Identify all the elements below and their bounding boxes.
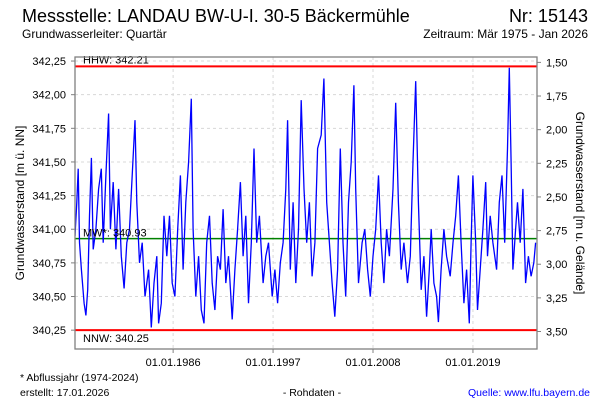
x-tick-label: 01.01.2008	[345, 357, 400, 369]
reference-labels: HHW: 342.21 MW*: 340.93 NNW: 340.25	[83, 54, 149, 345]
y-tick-label: 340,50	[32, 292, 66, 304]
y-tick-label: 342,25	[32, 56, 66, 68]
y-right-tick-label: 3,50	[546, 327, 567, 339]
y-tick-label: 341,25	[32, 191, 66, 203]
reference-label: HHW: 342.21	[83, 54, 149, 66]
series-line	[75, 67, 537, 328]
period-label: Zeitraum: Mär 1975 - Jan 2026	[423, 27, 588, 41]
x-tick-label: 01.01.2019	[445, 357, 500, 369]
x-tick-label: 01.01.1986	[146, 357, 201, 369]
reference-label: MW*: 340.93	[83, 228, 147, 240]
chart-title: Messstelle: LANDAU BW-U-I. 30-5 Bäckermü…	[22, 6, 410, 26]
y-tick-label: 342,00	[32, 90, 66, 102]
grid	[75, 57, 537, 349]
y-right-tick-label: 2,50	[546, 192, 567, 204]
y-tick-label: 341,00	[32, 224, 66, 236]
y-axis-right-label: Grundwasserstand [m u. Gelände]	[573, 112, 587, 295]
y-right-tick-label: 1,50	[546, 57, 567, 69]
y-right-tick-label: 2,00	[546, 125, 567, 137]
y-right-tick-label: 3,00	[546, 259, 567, 271]
x-tick-label: 01.01.1997	[246, 357, 301, 369]
y-tick-label: 341,50	[32, 157, 66, 169]
created-date: erstellt: 17.01.2026	[20, 387, 109, 399]
y-right-tick-label: 2,25	[546, 158, 567, 170]
aquifer-label: Grundwasserleiter: Quartär	[22, 27, 167, 41]
footnote: * Abflussjahr (1974-2024)	[20, 372, 139, 384]
reference-label: NNW: 340.25	[83, 333, 149, 345]
y-right-tick-label: 1,75	[546, 91, 567, 103]
axis-ticks: 342,25 342,00 341,75 341,50 341,25 341,00 340,…	[32, 56, 567, 369]
y-axis-label: Grundwasserstand [m ü. NN]	[13, 126, 27, 281]
y-tick-label: 341,75	[32, 123, 66, 135]
y-right-tick-label: 2,75	[546, 226, 567, 238]
data-type-label: - Rohdaten -	[283, 387, 342, 399]
source-link[interactable]: Quelle: www.lfu.bayern.de	[468, 387, 590, 399]
plot-frame	[74, 56, 538, 350]
y-tick-label: 340,75	[32, 258, 66, 270]
station-number: Nr: 15143	[509, 6, 588, 26]
y-right-tick-label: 3,25	[546, 293, 567, 305]
y-tick-label: 340,25	[32, 325, 66, 337]
